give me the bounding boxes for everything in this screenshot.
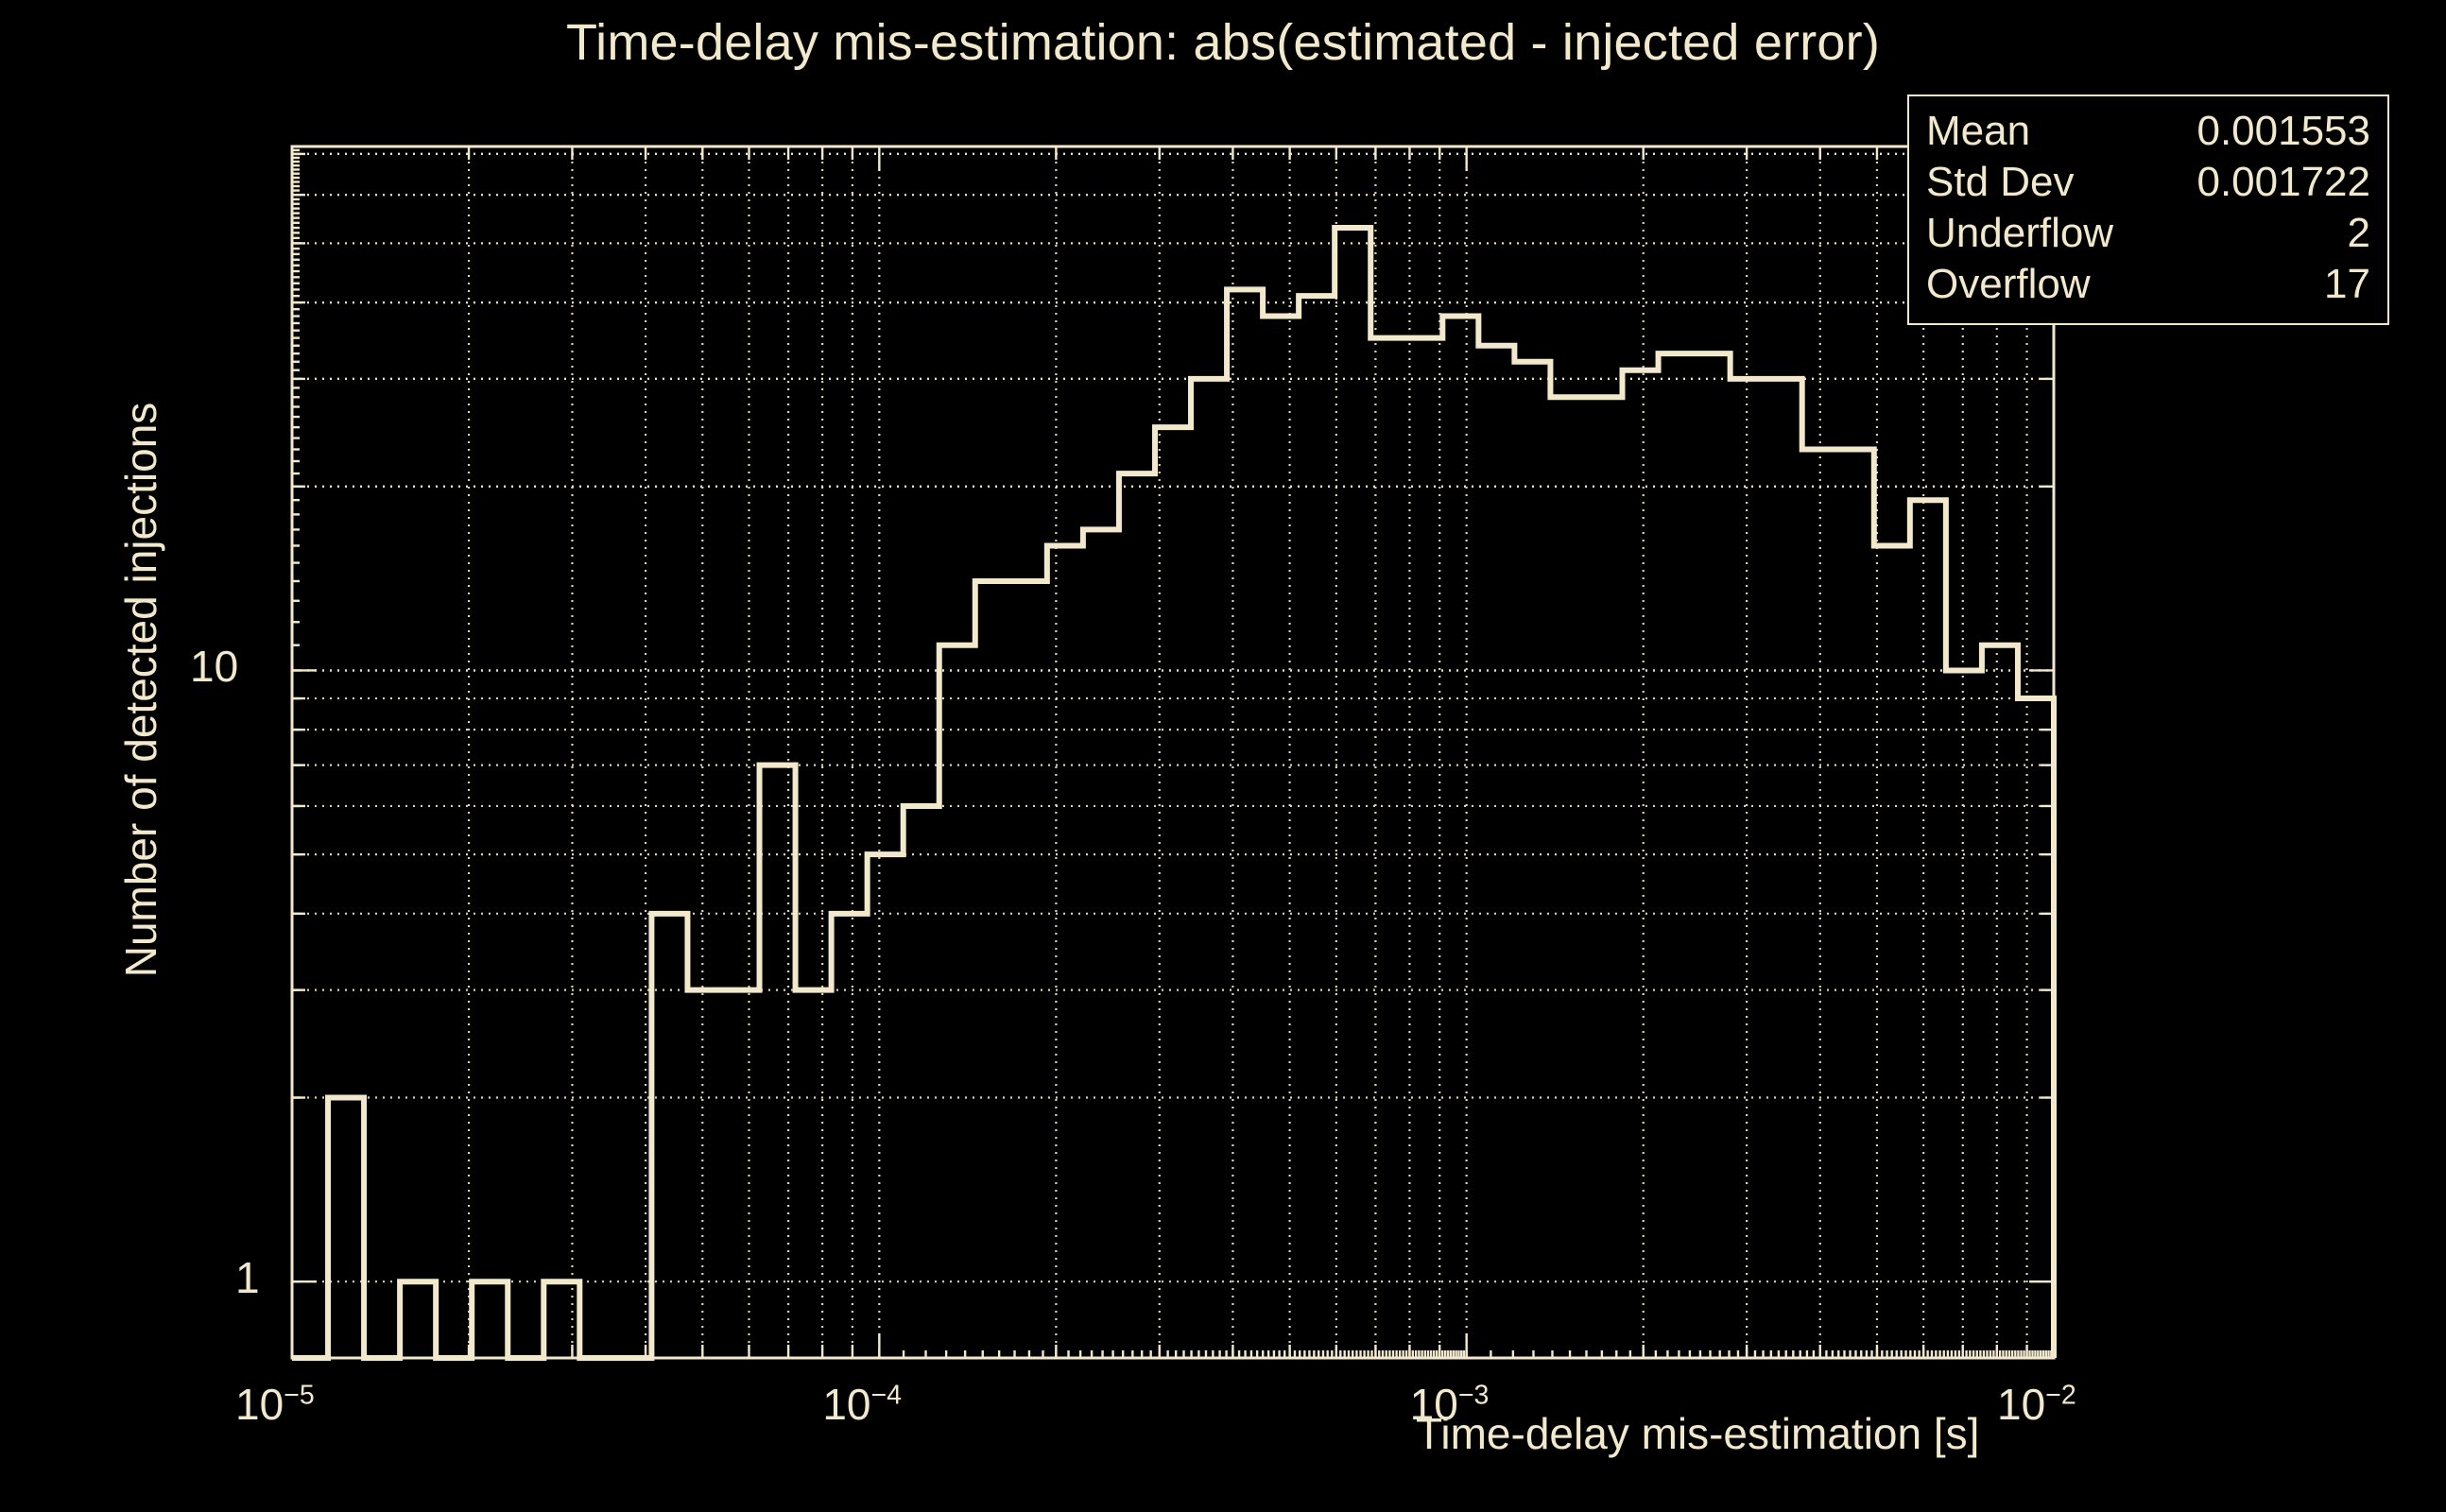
statistics-value: 0.001553 bbox=[2196, 108, 2370, 154]
x-tick-label-1e-2: 10−2 bbox=[1997, 1379, 2076, 1430]
statistics-row: Overflow 17 bbox=[1926, 259, 2370, 310]
x-tick-mantissa: 10 bbox=[1409, 1380, 1458, 1429]
statistics-label: Mean bbox=[1926, 108, 2031, 154]
statistics-value: 2 bbox=[2347, 210, 2370, 256]
plot-frame bbox=[290, 145, 2056, 1360]
axis-ticks bbox=[290, 145, 2056, 1358]
grid-lines bbox=[292, 146, 2054, 1358]
x-tick-exponent: −2 bbox=[2045, 1380, 2076, 1411]
y-tick-label-10: 10 bbox=[190, 642, 239, 692]
statistics-value: 0.001722 bbox=[2196, 159, 2370, 205]
y-tick-label-1: 1 bbox=[235, 1253, 260, 1303]
statistics-value: 17 bbox=[2324, 261, 2370, 307]
statistics-table: Mean 0.001553 Std Dev 0.001722 Underflow 2 Ove… bbox=[1926, 106, 2370, 310]
statistics-label: Underflow bbox=[1926, 210, 2114, 256]
x-tick-mantissa: 10 bbox=[235, 1380, 284, 1429]
statistics-label: Std Dev bbox=[1926, 159, 2075, 205]
x-tick-label-1e-3: 10−3 bbox=[1410, 1379, 1490, 1430]
x-tick-label-1e-5: 10−5 bbox=[235, 1379, 315, 1430]
x-tick-exponent: −3 bbox=[1457, 1380, 1490, 1411]
x-tick-label-1e-4: 10−4 bbox=[822, 1379, 902, 1430]
x-tick-exponent: −4 bbox=[870, 1380, 903, 1411]
x-axis-title: Time-delay mis-estimation [s] bbox=[1416, 1409, 1980, 1458]
histogram-step-line bbox=[292, 225, 2057, 1361]
statistics-label: Overflow bbox=[1926, 261, 2091, 307]
x-tick-mantissa: 10 bbox=[822, 1380, 871, 1429]
statistics-box: Mean 0.001553 Std Dev 0.001722 Underflow 2 Ove… bbox=[1907, 94, 2389, 325]
statistics-row: Std Dev 0.001722 bbox=[1926, 157, 2370, 208]
statistics-row: Underflow 2 bbox=[1926, 208, 2370, 259]
x-tick-mantissa: 10 bbox=[1997, 1380, 2046, 1429]
chart-title: Time-delay mis-estimation: abs(estimated… bbox=[565, 14, 1881, 71]
statistics-row: Mean 0.001553 bbox=[1926, 106, 2370, 157]
x-tick-exponent: −5 bbox=[284, 1380, 315, 1411]
